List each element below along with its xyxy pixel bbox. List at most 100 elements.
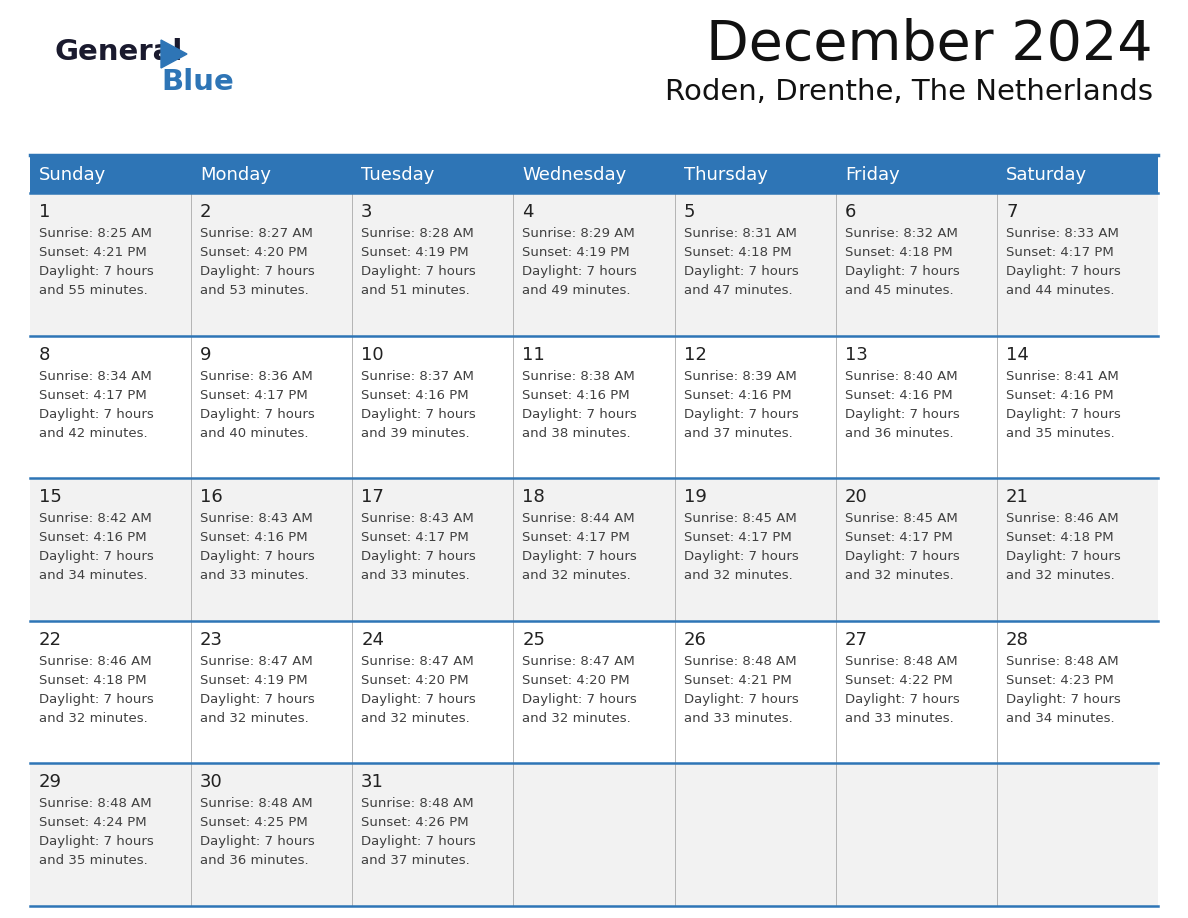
Text: Sunset: 4:22 PM: Sunset: 4:22 PM	[845, 674, 953, 687]
Text: Daylight: 7 hours: Daylight: 7 hours	[361, 693, 476, 706]
Text: and 33 minutes.: and 33 minutes.	[683, 711, 792, 725]
Text: Sunset: 4:17 PM: Sunset: 4:17 PM	[39, 388, 146, 401]
Text: Daylight: 7 hours: Daylight: 7 hours	[683, 550, 798, 564]
Text: Daylight: 7 hours: Daylight: 7 hours	[845, 408, 960, 420]
Text: 16: 16	[200, 488, 222, 506]
Text: and 40 minutes.: and 40 minutes.	[200, 427, 309, 440]
Text: and 32 minutes.: and 32 minutes.	[523, 569, 631, 582]
Text: and 33 minutes.: and 33 minutes.	[361, 569, 470, 582]
Text: Sunrise: 8:29 AM: Sunrise: 8:29 AM	[523, 227, 636, 240]
Text: and 32 minutes.: and 32 minutes.	[200, 711, 309, 725]
Text: and 32 minutes.: and 32 minutes.	[1006, 569, 1114, 582]
Text: 27: 27	[845, 631, 868, 649]
Polygon shape	[162, 40, 187, 68]
Text: and 34 minutes.: and 34 minutes.	[1006, 711, 1114, 725]
Text: and 35 minutes.: and 35 minutes.	[1006, 427, 1114, 440]
Text: Friday: Friday	[845, 166, 899, 184]
Text: 22: 22	[39, 631, 62, 649]
Text: Sunrise: 8:27 AM: Sunrise: 8:27 AM	[200, 227, 312, 240]
Text: and 33 minutes.: and 33 minutes.	[200, 569, 309, 582]
Text: Daylight: 7 hours: Daylight: 7 hours	[200, 265, 315, 278]
Text: Sunset: 4:18 PM: Sunset: 4:18 PM	[1006, 532, 1113, 544]
Text: Sunrise: 8:47 AM: Sunrise: 8:47 AM	[523, 655, 636, 667]
Text: Daylight: 7 hours: Daylight: 7 hours	[200, 408, 315, 420]
Text: 1: 1	[39, 203, 50, 221]
Text: and 37 minutes.: and 37 minutes.	[683, 427, 792, 440]
Text: Daylight: 7 hours: Daylight: 7 hours	[39, 550, 153, 564]
Text: Daylight: 7 hours: Daylight: 7 hours	[683, 408, 798, 420]
Text: and 37 minutes.: and 37 minutes.	[361, 855, 470, 868]
Text: Sunrise: 8:47 AM: Sunrise: 8:47 AM	[361, 655, 474, 667]
Text: and 34 minutes.: and 34 minutes.	[39, 569, 147, 582]
Text: and 38 minutes.: and 38 minutes.	[523, 427, 631, 440]
Text: Monday: Monday	[200, 166, 271, 184]
Text: 10: 10	[361, 345, 384, 364]
Text: Sunset: 4:16 PM: Sunset: 4:16 PM	[1006, 388, 1113, 401]
Text: Sunrise: 8:36 AM: Sunrise: 8:36 AM	[200, 370, 312, 383]
Text: 11: 11	[523, 345, 545, 364]
Text: Sunset: 4:17 PM: Sunset: 4:17 PM	[361, 532, 469, 544]
Text: Sunrise: 8:38 AM: Sunrise: 8:38 AM	[523, 370, 636, 383]
Text: Sunset: 4:17 PM: Sunset: 4:17 PM	[1006, 246, 1114, 259]
Text: Sunrise: 8:34 AM: Sunrise: 8:34 AM	[39, 370, 151, 383]
Text: 13: 13	[845, 345, 867, 364]
Text: and 32 minutes.: and 32 minutes.	[361, 711, 470, 725]
Text: Daylight: 7 hours: Daylight: 7 hours	[39, 835, 153, 848]
Text: Daylight: 7 hours: Daylight: 7 hours	[200, 835, 315, 848]
Text: General: General	[55, 38, 183, 66]
Text: Daylight: 7 hours: Daylight: 7 hours	[39, 408, 153, 420]
Bar	[30, 478, 1158, 621]
Text: Daylight: 7 hours: Daylight: 7 hours	[683, 265, 798, 278]
Text: Sunrise: 8:40 AM: Sunrise: 8:40 AM	[845, 370, 958, 383]
Text: Daylight: 7 hours: Daylight: 7 hours	[200, 550, 315, 564]
Text: 4: 4	[523, 203, 533, 221]
Text: Sunset: 4:25 PM: Sunset: 4:25 PM	[200, 816, 308, 829]
Text: and 51 minutes.: and 51 minutes.	[361, 284, 470, 297]
Text: 7: 7	[1006, 203, 1018, 221]
Text: Daylight: 7 hours: Daylight: 7 hours	[1006, 408, 1120, 420]
Text: Sunrise: 8:46 AM: Sunrise: 8:46 AM	[39, 655, 151, 667]
Text: and 55 minutes.: and 55 minutes.	[39, 284, 147, 297]
Text: Sunrise: 8:46 AM: Sunrise: 8:46 AM	[1006, 512, 1119, 525]
Text: Sunrise: 8:48 AM: Sunrise: 8:48 AM	[361, 798, 474, 811]
Text: 28: 28	[1006, 631, 1029, 649]
Text: 5: 5	[683, 203, 695, 221]
Text: Sunset: 4:19 PM: Sunset: 4:19 PM	[361, 246, 469, 259]
Text: 19: 19	[683, 488, 707, 506]
Text: December 2024: December 2024	[707, 18, 1154, 72]
Text: 9: 9	[200, 345, 211, 364]
Text: Sunset: 4:16 PM: Sunset: 4:16 PM	[683, 388, 791, 401]
Text: Sunrise: 8:42 AM: Sunrise: 8:42 AM	[39, 512, 151, 525]
Text: Sunrise: 8:48 AM: Sunrise: 8:48 AM	[845, 655, 958, 667]
Text: 14: 14	[1006, 345, 1029, 364]
Text: 15: 15	[39, 488, 62, 506]
Text: Sunset: 4:17 PM: Sunset: 4:17 PM	[845, 532, 953, 544]
Text: Daylight: 7 hours: Daylight: 7 hours	[523, 265, 637, 278]
Text: 20: 20	[845, 488, 867, 506]
Text: Sunrise: 8:44 AM: Sunrise: 8:44 AM	[523, 512, 636, 525]
Text: Sunrise: 8:39 AM: Sunrise: 8:39 AM	[683, 370, 796, 383]
Text: Daylight: 7 hours: Daylight: 7 hours	[523, 550, 637, 564]
Text: Daylight: 7 hours: Daylight: 7 hours	[1006, 265, 1120, 278]
Text: Daylight: 7 hours: Daylight: 7 hours	[845, 550, 960, 564]
Text: Daylight: 7 hours: Daylight: 7 hours	[523, 693, 637, 706]
Text: Daylight: 7 hours: Daylight: 7 hours	[683, 693, 798, 706]
Text: Daylight: 7 hours: Daylight: 7 hours	[361, 408, 476, 420]
Text: Daylight: 7 hours: Daylight: 7 hours	[39, 265, 153, 278]
Text: Sunset: 4:16 PM: Sunset: 4:16 PM	[361, 388, 469, 401]
Text: Sunset: 4:16 PM: Sunset: 4:16 PM	[200, 532, 308, 544]
Bar	[30, 764, 1158, 906]
Text: Sunday: Sunday	[39, 166, 106, 184]
Text: and 45 minutes.: and 45 minutes.	[845, 284, 954, 297]
Text: Sunset: 4:20 PM: Sunset: 4:20 PM	[361, 674, 469, 687]
Text: 21: 21	[1006, 488, 1029, 506]
Text: Sunset: 4:18 PM: Sunset: 4:18 PM	[39, 674, 146, 687]
Text: Daylight: 7 hours: Daylight: 7 hours	[1006, 693, 1120, 706]
Text: and 42 minutes.: and 42 minutes.	[39, 427, 147, 440]
Text: Sunset: 4:17 PM: Sunset: 4:17 PM	[200, 388, 308, 401]
Text: 17: 17	[361, 488, 384, 506]
Text: Sunset: 4:18 PM: Sunset: 4:18 PM	[683, 246, 791, 259]
Text: Sunrise: 8:48 AM: Sunrise: 8:48 AM	[1006, 655, 1119, 667]
Text: Sunrise: 8:43 AM: Sunrise: 8:43 AM	[361, 512, 474, 525]
Text: 8: 8	[39, 345, 50, 364]
